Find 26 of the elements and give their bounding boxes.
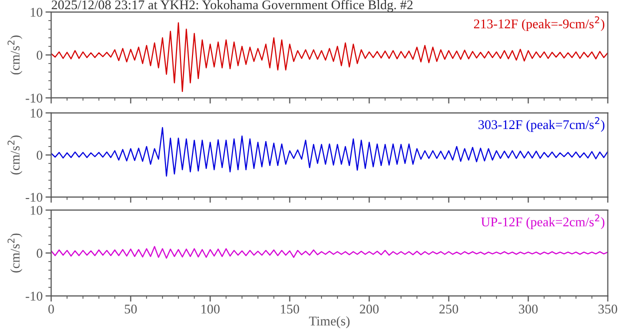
- x-axis-title: Time(s): [309, 316, 350, 328]
- x-tick-label: 350: [598, 304, 618, 314]
- series-label: UP-12F (peak=2cm/s$^{2}$): [481, 214, 604, 230]
- y-axis-title: (cm/s$^{2}$): [8, 36, 22, 74]
- line-series: [51, 246, 608, 259]
- y-tick-label: 10: [30, 206, 42, 215]
- x-tick-label: 250: [439, 304, 458, 314]
- x-tick-label: 200: [360, 304, 379, 314]
- y-tick-label: -10: [26, 192, 42, 202]
- y-tick-label: 0: [36, 50, 42, 60]
- y-tick-label: -10: [26, 292, 42, 301]
- x-tick-label: 150: [280, 304, 300, 314]
- y-tick-label: 0: [36, 150, 42, 160]
- y-tick-label: -10: [26, 94, 42, 103]
- x-tick-label: 50: [124, 304, 137, 314]
- x-tick-label: 0: [48, 304, 54, 314]
- y-tick-label: 0: [36, 248, 42, 258]
- x-tick-label: 100: [201, 304, 220, 314]
- series-label: 213-12F (peak=-9cm/s$^{2}$): [474, 16, 604, 32]
- x-tick-label: 300: [518, 304, 538, 314]
- y-tick-label: 10: [30, 8, 42, 17]
- chart-title: 2025/12/08 23:17 at YKH2: Yokohama Government Office Bldg. #2: [52, 0, 413, 12]
- y-axis-title: (cm/s$^{2}$): [8, 234, 22, 272]
- y-tick-label: 10: [30, 108, 42, 118]
- series-label: 303-12F (peak=7cm/s$^{2}$): [478, 117, 604, 132]
- y-axis-title: (cm/s$^{2}$): [8, 136, 22, 174]
